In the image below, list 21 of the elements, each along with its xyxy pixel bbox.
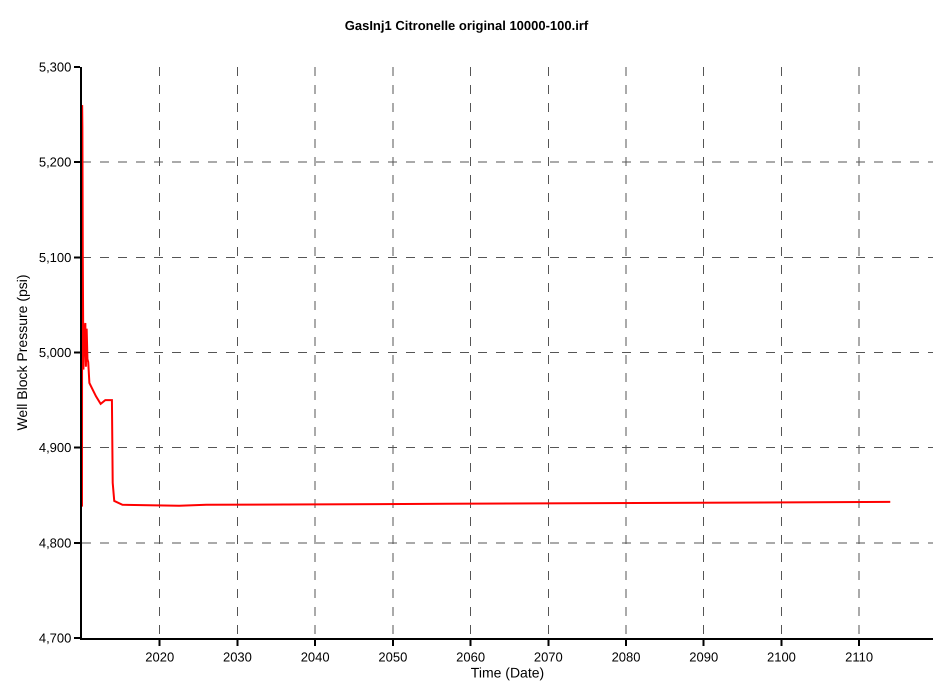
y-tick-label: 4,700 [38, 630, 72, 646]
x-tick-label: 2040 [300, 650, 330, 665]
x-tick-label: 2110 [845, 650, 874, 665]
x-tick-label: 2090 [689, 650, 718, 665]
y-tick-label: 4,900 [38, 440, 72, 456]
x-tick-label: 2080 [612, 650, 640, 665]
y-tick-label: 5,200 [38, 154, 72, 170]
x-tick-label: 2070 [534, 650, 563, 665]
x-tick-label: 2050 [378, 650, 408, 665]
x-tick-label: 2020 [145, 650, 174, 665]
y-axis-title: Well Block Pressure (psi) [14, 274, 30, 431]
x-tick-label: 2060 [456, 650, 486, 665]
x-axis-title: Time (Date) [470, 664, 544, 681]
line-series [82, 104, 892, 508]
chart-title: GasInj1 Citronelle original 10000-100.irf [344, 18, 589, 33]
y-tick-label: 5,000 [38, 345, 72, 360]
y-tick-label: 4,800 [38, 535, 72, 550]
y-tick-label: 5,300 [38, 60, 72, 75]
y-tick-label: 5,100 [38, 250, 72, 265]
x-tick-label: 2100 [766, 650, 796, 665]
x-tick-label: 2030 [222, 650, 252, 665]
